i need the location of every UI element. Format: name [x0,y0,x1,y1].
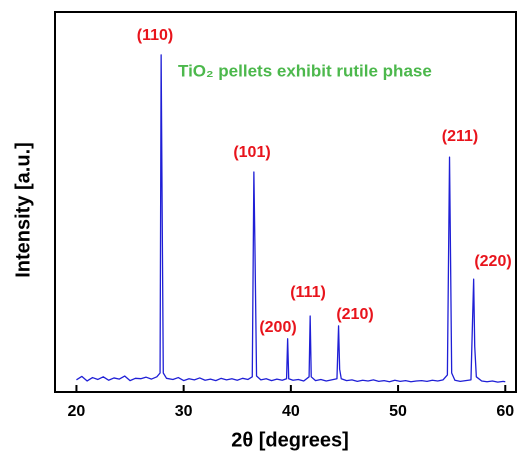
peak-label: (211) [442,128,478,145]
x-tick-label: 60 [496,403,514,420]
peak-label: (110) [137,27,173,44]
plot-frame [54,11,517,393]
peak-label: (101) [233,144,270,161]
peak-label: (220) [474,253,511,270]
spectrum-line [76,54,506,383]
x-axis-label: 2θ [degrees] [231,429,349,451]
phase-annotation: TiO₂ pellets exhibit rutile phase [178,61,432,80]
x-tick-label: 20 [68,403,86,420]
peak-label: (210) [336,306,373,323]
x-tick-label: 50 [389,403,407,420]
y-axis-label: Intensity [a.u.] [12,142,34,278]
x-tick-label: 30 [175,403,193,420]
peak-label: (200) [259,319,296,336]
peak-label: (111) [290,284,326,301]
x-tick-label: 40 [282,403,300,420]
